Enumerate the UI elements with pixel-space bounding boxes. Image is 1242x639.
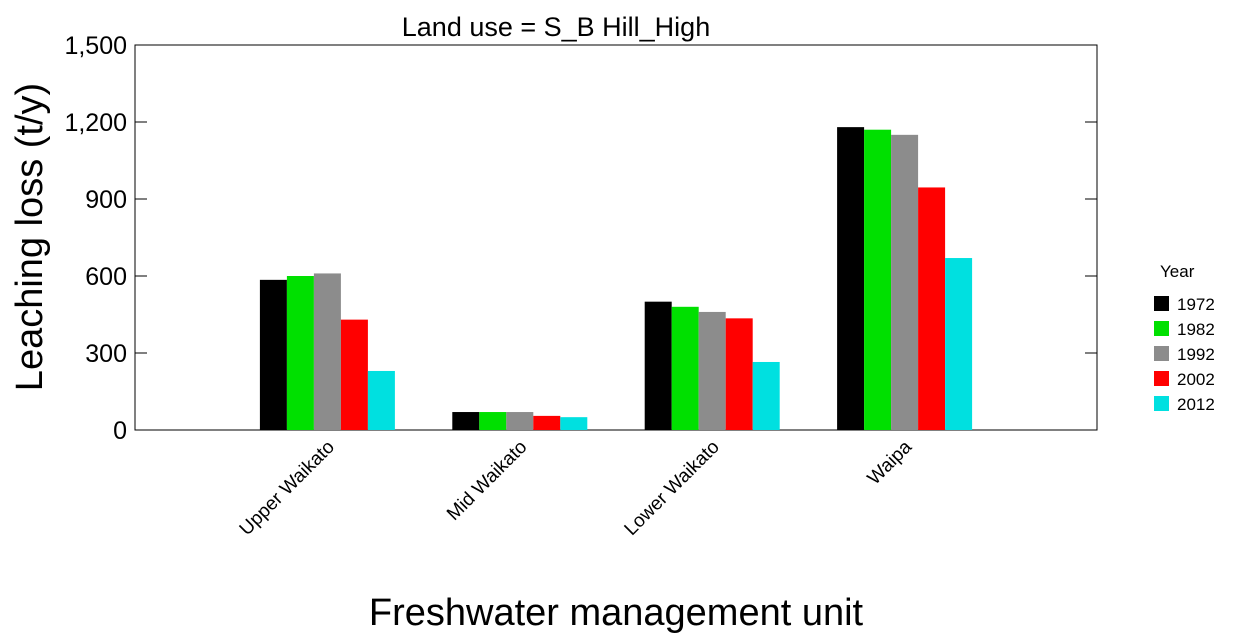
bar bbox=[259, 279, 287, 430]
legend-swatch bbox=[1154, 296, 1169, 311]
bar bbox=[864, 129, 892, 430]
chart-title: Land use = S_B Hill_High bbox=[402, 12, 710, 42]
x-tick-label: Mid Waikato bbox=[443, 437, 531, 525]
bar bbox=[837, 127, 865, 430]
legend-swatch bbox=[1154, 321, 1169, 336]
bar bbox=[891, 134, 919, 431]
legend-swatch bbox=[1154, 371, 1169, 386]
x-axis-title: Freshwater management unit bbox=[369, 592, 864, 634]
legend-swatch bbox=[1154, 396, 1169, 411]
bar bbox=[367, 370, 395, 430]
y-tick-label: 600 bbox=[85, 263, 127, 291]
bar bbox=[313, 273, 341, 430]
y-tick-label: 1,200 bbox=[64, 109, 127, 137]
bar bbox=[286, 276, 314, 430]
legend-label: 1972 bbox=[1177, 295, 1215, 314]
x-tick-label: Lower Waikato bbox=[621, 437, 724, 540]
legend-title: Year bbox=[1160, 262, 1195, 281]
legend-label: 2002 bbox=[1177, 370, 1215, 389]
legend-label: 1982 bbox=[1177, 320, 1215, 339]
bar bbox=[671, 306, 699, 430]
x-tick-label: Upper Waikato bbox=[236, 437, 339, 540]
y-tick-label: 1,500 bbox=[64, 32, 127, 60]
bar bbox=[945, 258, 973, 430]
bar bbox=[725, 318, 753, 430]
legend-swatch bbox=[1154, 346, 1169, 361]
y-tick-label: 900 bbox=[85, 186, 127, 214]
bar bbox=[340, 319, 368, 430]
bar bbox=[698, 311, 726, 430]
x-tick-label: Waipa bbox=[864, 436, 917, 489]
y-tick-label: 300 bbox=[85, 340, 127, 368]
bar bbox=[452, 412, 480, 430]
bar bbox=[479, 412, 507, 430]
legend-label: 2012 bbox=[1177, 395, 1215, 414]
bar bbox=[506, 412, 534, 430]
bar bbox=[533, 415, 561, 430]
y-tick-label: 0 bbox=[113, 417, 127, 445]
legend-label: 1992 bbox=[1177, 345, 1215, 364]
bar bbox=[560, 417, 588, 430]
bar bbox=[752, 361, 780, 430]
y-axis-title: Leaching loss (t/y) bbox=[9, 83, 51, 391]
bar bbox=[918, 187, 946, 430]
bar bbox=[644, 301, 672, 430]
plot-frame bbox=[134, 44, 1098, 431]
